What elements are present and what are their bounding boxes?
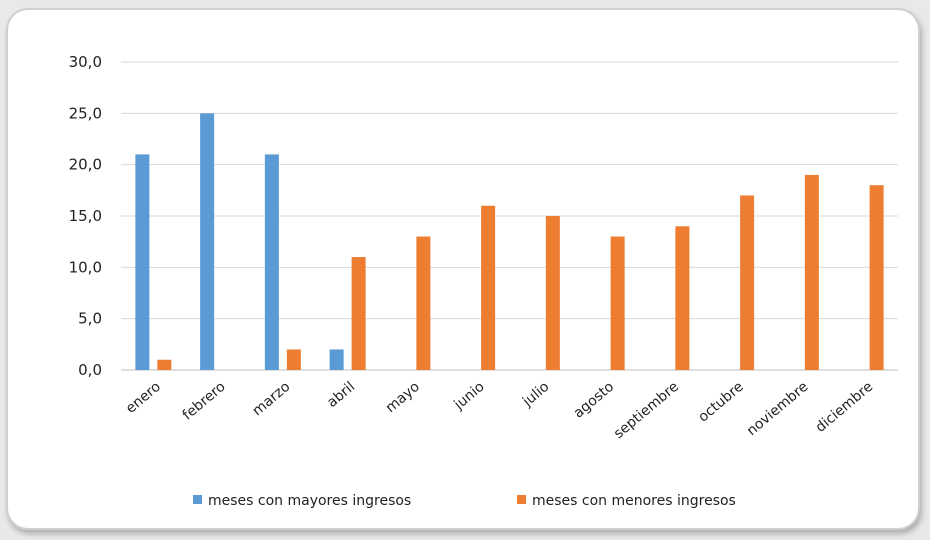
x-category-label: julio — [519, 379, 552, 411]
bar-menores-julio — [545, 216, 560, 370]
legend-swatch-menores — [517, 495, 526, 504]
bar-menores-enero — [157, 359, 172, 370]
y-tick-label: 5,0 — [78, 310, 102, 328]
y-tick-label: 0,0 — [78, 361, 102, 379]
x-category-label: noviembre — [744, 379, 812, 439]
bar-mayores-abril — [329, 349, 344, 370]
x-axis-labels: enero febrero marzo abril mayo junio julio agos… — [123, 379, 876, 442]
x-category-label: abril — [324, 379, 358, 411]
y-tick-label: 20,0 — [69, 156, 102, 174]
x-category-label: enero — [123, 379, 164, 417]
bar-menores-marzo — [286, 349, 301, 370]
gridlines — [121, 61, 898, 371]
legend: meses con mayores ingresos meses con men… — [193, 493, 736, 509]
x-category-label: agosto — [571, 379, 618, 422]
x-category-label: octubre — [695, 379, 746, 426]
bar-menores-mayo — [416, 236, 431, 370]
x-category-label: marzo — [250, 379, 294, 419]
bars — [135, 113, 884, 370]
y-axis-ticks: 0,0 5,0 10,0 15,0 20,0 25,0 30,0 — [69, 53, 102, 379]
x-category-label: mayo — [383, 379, 423, 416]
bar-menores-noviembre — [804, 174, 819, 370]
legend-swatch-mayores — [193, 495, 202, 504]
y-tick-label: 30,0 — [69, 53, 102, 71]
chart-card — [6, 8, 920, 530]
y-tick-label: 10,0 — [69, 258, 102, 276]
bar-menores-junio — [481, 205, 496, 370]
x-category-label: junio — [451, 379, 488, 414]
y-tick-label: 25,0 — [69, 104, 102, 122]
bar-mayores-febrero — [200, 113, 215, 370]
y-tick-label: 15,0 — [69, 207, 102, 225]
bar-menores-agosto — [610, 236, 625, 370]
bar-menores-diciembre — [869, 185, 884, 370]
legend-label-mayores: meses con mayores ingresos — [208, 493, 411, 509]
bar-mayores-enero — [135, 154, 150, 370]
bar-menores-octubre — [740, 195, 755, 370]
bar-menores-septiembre — [675, 226, 690, 370]
legend-label-menores: meses con menores ingresos — [532, 493, 736, 509]
x-category-label: septiembre — [611, 379, 682, 442]
x-category-label: diciembre — [813, 379, 877, 436]
bar-menores-abril — [351, 257, 366, 370]
bar-mayores-marzo — [264, 154, 279, 370]
x-category-label: febrero — [180, 379, 229, 424]
